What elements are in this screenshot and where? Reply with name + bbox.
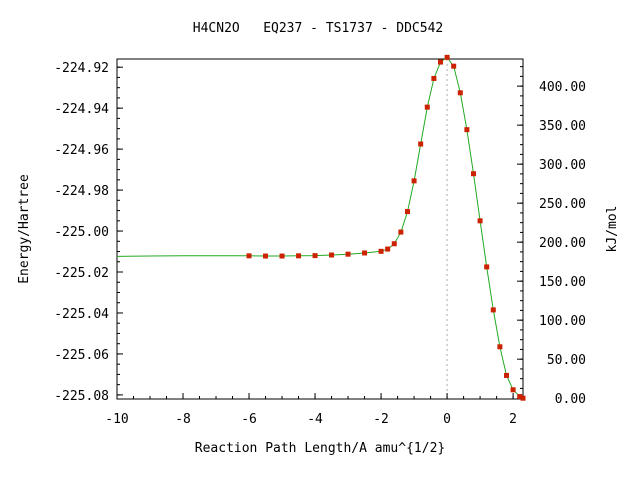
data-point — [520, 395, 526, 401]
y-tick-label: -225.00 — [54, 225, 109, 240]
data-point — [444, 54, 450, 60]
data-point — [484, 264, 490, 270]
data-point — [424, 104, 430, 110]
data-point — [470, 171, 476, 177]
y-tick-label: -225.06 — [54, 348, 109, 363]
data-point — [329, 252, 335, 258]
data-point — [246, 253, 252, 259]
data-point — [457, 90, 463, 96]
y2-tick-label: 0.00 — [555, 392, 586, 407]
y2-tick-label: 350.00 — [539, 119, 586, 134]
data-point — [362, 250, 368, 256]
y2-tick-label: 400.00 — [539, 80, 586, 95]
x-tick-label: -10 — [105, 412, 128, 427]
data-point — [503, 372, 509, 378]
x-tick-label: -2 — [373, 412, 389, 427]
data-point — [279, 253, 285, 259]
plot-frame — [116, 58, 524, 400]
chart-title: H4CN2O EQ237 - TS1737 - DDC542 — [193, 21, 443, 36]
y2-tick-label: 300.00 — [539, 158, 586, 173]
data-point — [431, 75, 437, 81]
x-tick-label: 2 — [509, 412, 517, 427]
data-point — [296, 253, 302, 259]
x-tick-label: 0 — [443, 412, 451, 427]
energy-curve — [116, 56, 524, 399]
data-point — [385, 246, 391, 252]
data-point — [490, 307, 496, 313]
y2-tick-label: 50.00 — [547, 353, 586, 368]
y-tick-label: -224.96 — [54, 143, 109, 158]
y-tick-label: -225.04 — [54, 307, 109, 322]
data-point — [517, 394, 523, 400]
data-point — [411, 178, 417, 184]
y-tick-label: -225.08 — [54, 389, 109, 404]
y-tick-label: -224.94 — [54, 102, 109, 117]
data-point — [510, 387, 516, 393]
y-tick-label: -224.98 — [54, 184, 109, 199]
data-point — [398, 229, 404, 235]
x-axis-label: Reaction Path Length/A amu^{1/2} — [195, 441, 445, 456]
data-point — [451, 63, 457, 69]
data-point — [418, 141, 424, 147]
y2-tick-label: 150.00 — [539, 275, 586, 290]
data-point — [263, 253, 269, 259]
y2-tick-label: 250.00 — [539, 197, 586, 212]
y-tick-label: -225.02 — [54, 266, 109, 281]
data-point — [378, 248, 384, 254]
data-point — [477, 218, 483, 224]
data-point — [312, 253, 318, 259]
y2-tick-label: 100.00 — [539, 314, 586, 329]
data-point — [404, 209, 410, 215]
data-point — [437, 59, 443, 65]
data-point — [464, 127, 470, 133]
y2-axis-label: kJ/mol — [605, 206, 620, 253]
x-tick-label: -6 — [241, 412, 257, 427]
y2-tick-label: 200.00 — [539, 236, 586, 251]
x-tick-label: -4 — [307, 412, 323, 427]
y-tick-label: -224.92 — [54, 61, 109, 76]
data-point — [345, 251, 351, 257]
x-tick-label: -8 — [175, 412, 191, 427]
data-point — [497, 344, 503, 350]
y-axis-label: Energy/Hartree — [17, 174, 32, 284]
data-point — [391, 241, 397, 247]
